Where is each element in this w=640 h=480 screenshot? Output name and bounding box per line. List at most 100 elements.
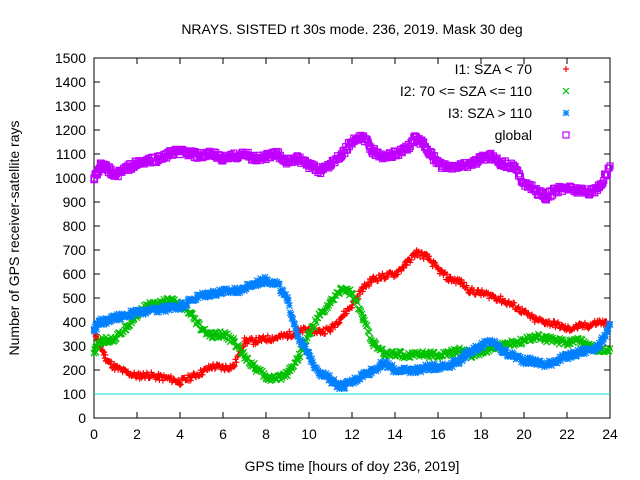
data-point-trail — [495, 296, 502, 303]
data-point-trail — [326, 327, 333, 334]
data-point-trail — [191, 314, 199, 322]
y-tick-label: 1500 — [55, 50, 86, 66]
data-point-trail — [320, 326, 327, 333]
data-point — [510, 302, 517, 309]
data-point-trail — [102, 351, 109, 358]
data-point — [456, 278, 463, 285]
data-point-trail — [335, 320, 342, 327]
data-point — [123, 369, 130, 376]
y-tick-label: 600 — [63, 266, 87, 282]
marker-stroke — [241, 354, 249, 362]
data-point — [338, 314, 345, 321]
marker-stroke — [92, 349, 100, 356]
x-tick-label: 24 — [602, 426, 618, 442]
data-point — [488, 292, 495, 299]
data-point — [392, 271, 398, 277]
data-point — [424, 254, 431, 261]
data-point — [585, 322, 592, 329]
data-point-trail — [331, 324, 338, 331]
data-point — [273, 334, 280, 341]
data-point — [467, 287, 474, 294]
data-point — [230, 363, 237, 370]
marker-stroke — [169, 295, 177, 303]
marker-stroke — [142, 301, 150, 308]
data-point — [220, 364, 226, 371]
data-point — [478, 290, 484, 297]
marker-stroke — [196, 320, 204, 328]
data-point — [241, 338, 248, 345]
y-tick-label: 900 — [63, 194, 87, 210]
data-point — [144, 371, 151, 378]
chart-title: NRAYS. SISTED rt 30s mode. 236, 2019. Ma… — [181, 21, 522, 37]
marker-stroke — [191, 314, 199, 322]
data-point — [252, 338, 259, 345]
data-point — [166, 375, 173, 382]
data-point — [209, 363, 216, 370]
y-tick-label: 1200 — [55, 122, 86, 138]
data-point — [553, 321, 560, 328]
y-tick-label: 1400 — [55, 74, 86, 90]
data-point — [177, 379, 183, 385]
data-point — [112, 364, 119, 371]
y-tick-label: 300 — [63, 338, 87, 354]
data-point-trail — [336, 319, 343, 326]
data-point-trail — [233, 359, 240, 366]
x-tick-label: 12 — [344, 426, 360, 442]
data-point-trail — [169, 295, 177, 303]
data-point-trail — [403, 262, 410, 269]
data-point-trail — [357, 291, 364, 298]
x-tick-label: 2 — [133, 426, 141, 442]
data-point — [198, 369, 205, 376]
data-point — [531, 316, 538, 323]
data-point — [327, 326, 334, 333]
marker-stroke — [189, 310, 196, 318]
data-point-trail — [556, 325, 563, 332]
marker-stroke — [212, 333, 220, 341]
data-point-trail — [322, 330, 329, 337]
data-point-trail — [366, 283, 373, 290]
y-tick-label: 800 — [63, 218, 87, 234]
marker-stroke — [230, 334, 238, 342]
data-point-trail — [400, 264, 407, 271]
data-point — [284, 332, 291, 339]
data-point-trail — [92, 349, 100, 356]
marker-stroke — [207, 329, 215, 337]
data-point — [499, 297, 506, 304]
data-point-trail — [375, 272, 382, 279]
x-tick-label: 18 — [473, 426, 489, 442]
data-point-trail — [463, 282, 470, 289]
data-point-trail — [286, 328, 293, 335]
data-point — [402, 261, 409, 268]
data-point — [359, 285, 366, 292]
data-point-trail — [368, 278, 375, 285]
y-tick-label: 1300 — [55, 98, 86, 114]
x-tick-label: 16 — [430, 426, 446, 442]
x-tick-label: 14 — [387, 426, 403, 442]
x-tick-label: 0 — [90, 426, 98, 442]
data-point — [370, 275, 377, 282]
y-tick-label: 500 — [63, 290, 87, 306]
data-point — [103, 357, 110, 364]
y-tick-label: 200 — [63, 362, 87, 378]
data-point-trail — [299, 329, 306, 336]
x-tick-label: 22 — [559, 426, 575, 442]
data-point — [263, 335, 269, 342]
y-tick-label: 700 — [63, 242, 87, 258]
data-point-trail — [429, 263, 436, 270]
marker-stroke — [236, 345, 244, 353]
data-point-trail — [497, 293, 504, 300]
data-point-trail — [101, 349, 108, 356]
data-point-trail — [254, 339, 261, 346]
x-tick-label: 10 — [301, 426, 317, 442]
x-tick-label: 6 — [219, 426, 227, 442]
data-point — [574, 323, 581, 330]
data-point-trail — [514, 305, 521, 312]
data-point — [521, 309, 527, 316]
data-point-trail — [460, 279, 467, 286]
x-tick-label: 4 — [176, 426, 184, 442]
series-i2-70-sza-110 — [90, 284, 614, 385]
data-point — [316, 328, 323, 335]
data-point-trail — [443, 271, 450, 278]
data-point-trail — [411, 254, 418, 261]
